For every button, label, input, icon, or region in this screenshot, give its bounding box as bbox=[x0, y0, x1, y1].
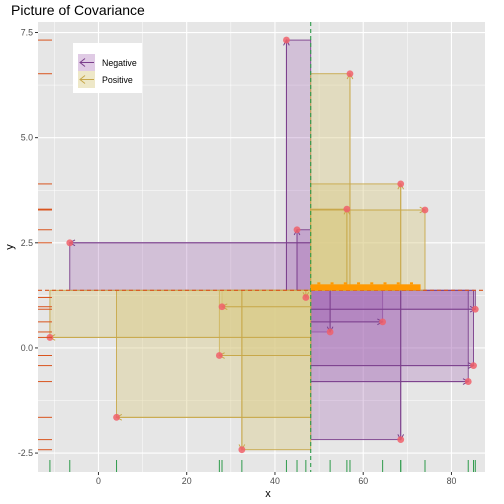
legend-item-positive: Positive bbox=[78, 71, 133, 88]
positive-rectangle bbox=[116, 289, 312, 418]
legend-arrowhead-positive bbox=[79, 75, 86, 84]
data-point bbox=[471, 305, 479, 313]
legend-label-negative: Negative bbox=[102, 58, 137, 68]
positive-rectangles bbox=[49, 73, 426, 451]
positive-rectangle bbox=[310, 183, 402, 291]
mean-marker-tooth bbox=[343, 282, 347, 285]
positive-rectangle bbox=[49, 289, 312, 338]
data-point bbox=[326, 328, 334, 336]
x-tick-label: 0 bbox=[96, 476, 101, 486]
data-point bbox=[113, 413, 120, 421]
negative-rectangle bbox=[310, 289, 402, 441]
mean-marker-band bbox=[310, 284, 421, 291]
data-point bbox=[397, 180, 405, 188]
data-point bbox=[346, 70, 354, 78]
negative-rectangle bbox=[310, 289, 469, 383]
mean-marker-tooth bbox=[409, 282, 413, 285]
data-point bbox=[397, 436, 405, 444]
positive-rectangle bbox=[241, 289, 312, 451]
legend-item-negative: Negative bbox=[78, 54, 137, 71]
x-tick-label: 60 bbox=[358, 476, 368, 486]
data-point bbox=[66, 239, 74, 247]
mean-lines bbox=[38, 22, 485, 472]
data-point bbox=[302, 294, 310, 301]
mean-marker-tooth bbox=[330, 282, 334, 285]
data-point bbox=[238, 446, 246, 454]
legend-arrowhead-negative bbox=[79, 58, 86, 67]
y-tick-label: 5.0 bbox=[21, 133, 33, 143]
negative-rectangles bbox=[69, 39, 476, 441]
data-point bbox=[343, 205, 351, 213]
legend-label-positive: Positive bbox=[102, 75, 133, 85]
data-point bbox=[470, 362, 477, 369]
positive-rectangle bbox=[310, 209, 426, 291]
negative-rectangle bbox=[310, 289, 474, 367]
x-axis-title: x bbox=[265, 488, 271, 500]
mean-marker-tooth bbox=[317, 282, 321, 285]
axis-ticks: 0 20 40 60 80 -2.5 0.0 2.5 5.0 7.5 bbox=[18, 28, 457, 486]
data-point bbox=[283, 36, 290, 44]
data-point bbox=[218, 303, 226, 311]
data-point bbox=[421, 206, 429, 214]
plot-panel bbox=[38, 22, 485, 472]
negative-rectangle bbox=[69, 242, 312, 291]
data-point bbox=[464, 378, 472, 385]
y-tick-label: 2.5 bbox=[21, 238, 33, 248]
x-tick-label: 20 bbox=[182, 476, 192, 486]
positive-rectangle bbox=[310, 73, 351, 291]
data-point bbox=[293, 226, 301, 234]
mean-marker-tooth bbox=[370, 282, 374, 285]
mean-marker-tooth bbox=[357, 282, 361, 285]
y-tick-label: 7.5 bbox=[21, 28, 33, 38]
data-points bbox=[46, 36, 479, 454]
x-tick-label: 40 bbox=[270, 476, 280, 486]
x-tick-label: 80 bbox=[447, 476, 457, 486]
data-point bbox=[215, 352, 223, 359]
mean-marker-tooth bbox=[383, 282, 387, 285]
y-tick-label: 0.0 bbox=[21, 343, 33, 353]
deviation-arrows bbox=[48, 39, 477, 451]
chart-title: Picture of Covariance bbox=[11, 2, 145, 18]
legend: Negative Positive bbox=[73, 43, 142, 93]
y-axis-title: y bbox=[4, 244, 16, 250]
mean-marker-tooth bbox=[396, 282, 400, 285]
y-tick-label: -2.5 bbox=[18, 448, 33, 458]
data-point bbox=[379, 318, 387, 326]
rug-marks bbox=[38, 39, 476, 472]
legend-box bbox=[73, 43, 142, 93]
